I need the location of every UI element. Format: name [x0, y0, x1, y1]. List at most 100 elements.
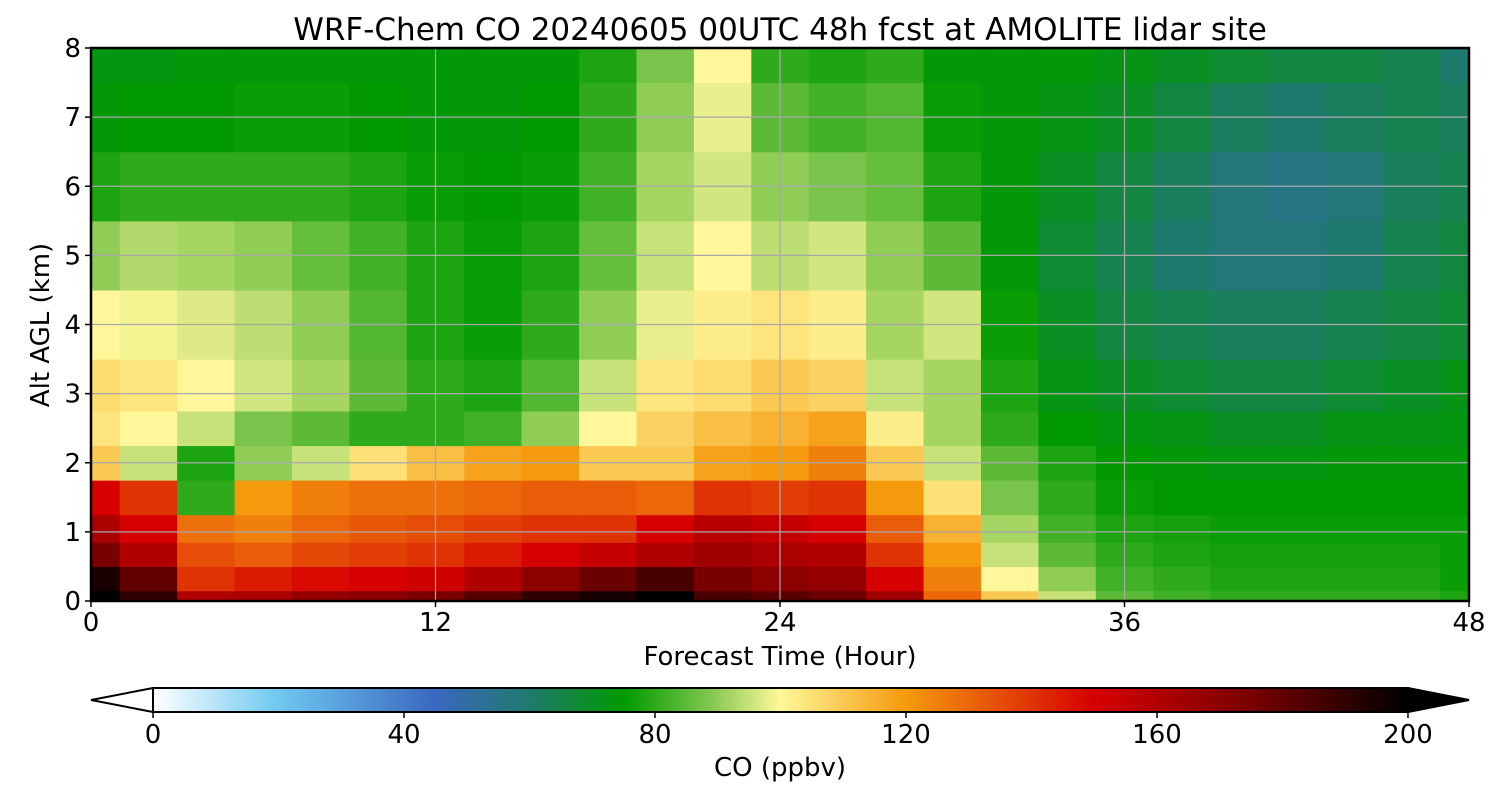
heatmap-cell: [521, 542, 580, 568]
heatmap-cell: [1153, 410, 1212, 447]
heatmap-cell: [91, 359, 121, 412]
heatmap-cell: [1153, 359, 1212, 412]
heatmap-cell: [866, 359, 925, 412]
heatmap-cell: [521, 514, 580, 543]
heatmap-cell: [177, 480, 236, 516]
y-tick-label: 6: [64, 172, 81, 202]
heatmap-cell: [1153, 566, 1212, 592]
heatmap-cell: [808, 410, 867, 447]
heatmap-cell: [1038, 590, 1097, 601]
heatmap-cell: [866, 566, 925, 592]
heatmap-cell: [177, 590, 236, 601]
heatmap-cell: [349, 542, 408, 568]
heatmap-cell: [866, 514, 925, 543]
heatmap-cell: [1038, 542, 1097, 568]
heatmap-cell: [1382, 410, 1441, 447]
heatmap-cell: [579, 542, 638, 568]
heatmap-cell: [1268, 480, 1327, 516]
heatmap-cell: [1440, 480, 1469, 516]
heatmap-cell: [291, 514, 350, 543]
heatmap-cell: [521, 359, 580, 412]
heatmap-cell: [464, 480, 523, 516]
heatmap-cell: [980, 542, 1039, 568]
heatmap-cell: [91, 410, 121, 447]
heatmap-cell: [349, 566, 408, 592]
heatmap-cell: [177, 410, 236, 447]
heatmap-cell: [291, 480, 350, 516]
heatmap-cell: [1210, 590, 1269, 601]
y-tick-label: 8: [64, 34, 81, 64]
heatmap-cell: [349, 514, 408, 543]
colorbar-tick-label: 160: [1132, 720, 1182, 750]
heatmap-cell: [464, 410, 523, 447]
heatmap-cell: [808, 590, 867, 601]
heatmap-cell: [291, 590, 350, 601]
heatmap-cell: [1038, 410, 1097, 447]
heatmap-cell: [1038, 566, 1097, 592]
heatmap-cell: [234, 480, 293, 516]
heatmap-cell: [866, 48, 925, 84]
heatmap-cell: [119, 514, 178, 543]
heatmap-cell: [693, 566, 752, 592]
heatmap-cell: [91, 48, 121, 84]
y-tick-label: 5: [64, 241, 81, 271]
heatmap-cell: [808, 480, 867, 516]
x-tick-label: 0: [83, 608, 100, 638]
heatmap-cell: [349, 359, 408, 412]
heatmap-cell: [923, 514, 982, 543]
heatmap-cell: [291, 410, 350, 447]
heatmap-cell: [291, 542, 350, 568]
y-tick-label: 4: [64, 311, 81, 341]
heatmap-cell: [234, 542, 293, 568]
heatmap-cell: [349, 480, 408, 516]
y-axis-ticks: 0 1 2 3 4 5 6 7 8: [64, 34, 91, 617]
heatmap-cell: [1268, 514, 1327, 543]
heatmap-cell: [1440, 514, 1469, 543]
heatmap-cell: [521, 566, 580, 592]
colorbar-tick-label: 0: [145, 720, 162, 750]
heatmap-cell: [234, 514, 293, 543]
y-tick-label: 2: [64, 449, 81, 479]
heatmap-cell: [1382, 590, 1441, 601]
heatmap-cell: [349, 48, 408, 84]
heatmap-cell: [464, 48, 523, 84]
heatmap-cell: [119, 359, 178, 412]
heatmap-cell: [923, 480, 982, 516]
heatmap-cell: [693, 590, 752, 601]
heatmap-cell: [1325, 590, 1384, 601]
heatmap-cell: [1153, 48, 1212, 84]
heatmap-cell: [1325, 514, 1384, 543]
heatmap-cell: [177, 359, 236, 412]
heatmap-cell: [1268, 410, 1327, 447]
heatmap-cell: [1440, 590, 1469, 601]
heatmap-cell: [234, 590, 293, 601]
colorbar-tick-label: 80: [638, 720, 671, 750]
heatmap-cell: [291, 48, 350, 84]
colorbar-tick-label: 120: [881, 720, 931, 750]
heatmap-cell: [579, 359, 638, 412]
heatmap-cell: [923, 48, 982, 84]
heatmap-cell: [1325, 480, 1384, 516]
heatmap-cell: [808, 542, 867, 568]
chart-title: WRF-Chem CO 20240605 00UTC 48h fcst at A…: [293, 12, 1267, 48]
heatmap-cell: [866, 542, 925, 568]
heatmap-cell: [923, 410, 982, 447]
heatmap-cell: [636, 542, 695, 568]
heatmap-cell: [980, 590, 1039, 601]
colorbar-tick-label: 40: [387, 720, 420, 750]
heatmap-cell: [980, 410, 1039, 447]
heatmap-cell: [579, 480, 638, 516]
heatmap-cell: [119, 48, 178, 84]
heatmap-cell: [349, 410, 408, 447]
heatmap-cell: [866, 410, 925, 447]
heatmap-cell: [521, 48, 580, 84]
heatmap-cell: [636, 590, 695, 601]
heatmap-cell: [521, 480, 580, 516]
heatmap-cell: [1210, 480, 1269, 516]
colorbar-lower-extend: [90, 686, 154, 714]
heatmap-cell: [119, 410, 178, 447]
heatmap-cell: [636, 514, 695, 543]
y-axis-label: Alt AGL (km): [26, 243, 56, 407]
heatmap-cell: [1268, 359, 1327, 412]
